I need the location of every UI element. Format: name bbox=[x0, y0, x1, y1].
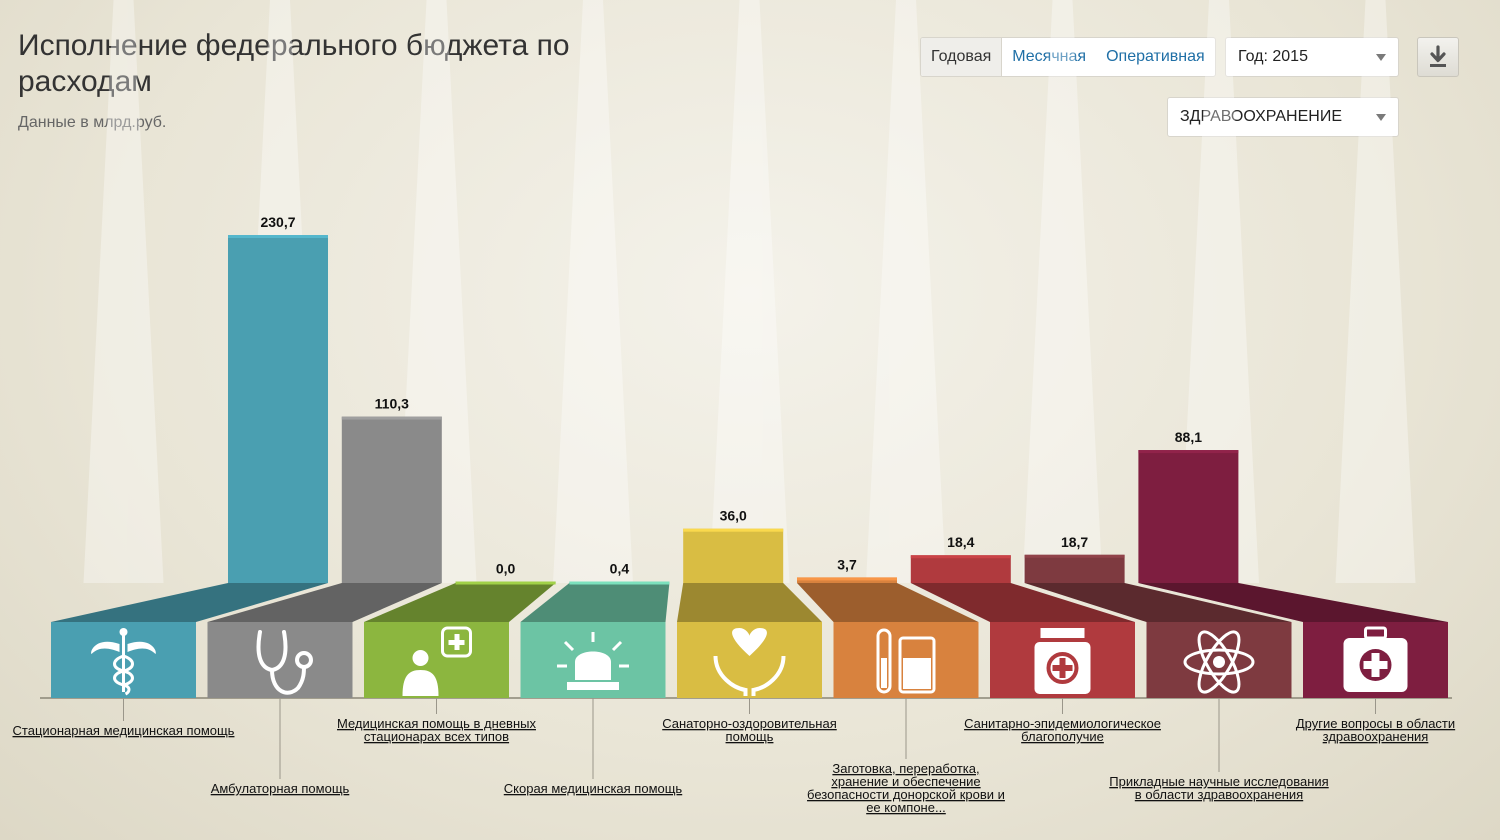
bar-highlight bbox=[683, 528, 784, 532]
bar-highlight bbox=[228, 235, 328, 238]
chevron-down-icon bbox=[1376, 114, 1386, 121]
category-label[interactable]: Другие вопросы в области здравоохранения bbox=[1296, 716, 1455, 744]
category-label[interactable]: Амбулаторная помощь bbox=[211, 781, 350, 796]
bar-highlight bbox=[455, 581, 556, 585]
value-label: 3,7 bbox=[837, 556, 857, 572]
value-label: 110,3 bbox=[375, 396, 409, 412]
category-label[interactable]: Медицинская помощь в дневных стационарах … bbox=[337, 716, 536, 744]
value-label: 88,1 bbox=[1175, 429, 1202, 445]
section-select[interactable]: ЗДРАВООХРАНЕНИЕ bbox=[1167, 97, 1399, 137]
year-select[interactable]: Год: 2015 bbox=[1225, 37, 1399, 77]
bar-connector bbox=[1138, 583, 1448, 622]
value-label: 0,4 bbox=[610, 561, 630, 577]
bar-connector bbox=[51, 583, 328, 622]
download-button[interactable] bbox=[1417, 37, 1459, 77]
bar-highlight bbox=[797, 577, 897, 581]
bar[interactable] bbox=[1024, 554, 1125, 583]
stethoscope-icon bbox=[256, 630, 313, 695]
download-icon bbox=[1430, 45, 1446, 67]
category-label[interactable]: Санаторно-оздоровительная помощь bbox=[662, 716, 837, 744]
atom-icon bbox=[1183, 630, 1255, 694]
category-label[interactable]: Стационарная медицинская помощь bbox=[13, 723, 235, 738]
bar[interactable] bbox=[1138, 450, 1239, 583]
light-ray bbox=[1335, 0, 1416, 583]
light-ray bbox=[1179, 0, 1259, 583]
test-tube-icon bbox=[876, 628, 936, 694]
category-label[interactable]: Заготовка, переработка, хранение и обеспе… bbox=[807, 761, 1005, 815]
heart-hands-icon bbox=[713, 628, 786, 696]
bar-connector bbox=[797, 583, 979, 622]
category-label[interactable]: Санитарно-эпидемиологическое благополучие bbox=[964, 716, 1161, 744]
first-aid-kit-icon bbox=[1343, 626, 1408, 692]
bar[interactable] bbox=[228, 235, 328, 583]
category-label[interactable]: Скорая медицинская помощь bbox=[504, 781, 683, 796]
bar[interactable] bbox=[683, 528, 784, 583]
bar-highlight bbox=[910, 555, 1011, 559]
light-ray bbox=[1022, 0, 1103, 583]
category-label[interactable]: Прикладные научные исследования в области… bbox=[1109, 774, 1328, 802]
light-ray bbox=[709, 0, 790, 583]
bar-connector bbox=[677, 583, 822, 622]
value-label: 18,7 bbox=[1061, 534, 1088, 550]
category-tile[interactable] bbox=[207, 622, 353, 698]
tab-monthly[interactable]: Месячная bbox=[1012, 48, 1087, 65]
bar[interactable] bbox=[910, 555, 1011, 583]
light-ray bbox=[553, 0, 633, 583]
period-tabs: Годовая Месячная Оперативная bbox=[920, 37, 1216, 77]
tab-annual[interactable]: Годовая bbox=[921, 38, 1003, 76]
bar-connector bbox=[364, 583, 556, 622]
siren-icon bbox=[557, 632, 629, 690]
value-label: 36,0 bbox=[720, 508, 747, 524]
medicine-jar-icon bbox=[1034, 628, 1091, 694]
value-label: 0,0 bbox=[496, 561, 516, 577]
chevron-down-icon bbox=[1376, 54, 1386, 61]
value-label: 230,7 bbox=[260, 214, 295, 230]
year-select-value: Год: 2015 bbox=[1238, 48, 1308, 65]
bar-highlight bbox=[569, 581, 670, 585]
section-select-value: ЗДРАВООХРАНЕНИЕ bbox=[1180, 108, 1342, 125]
bar-connector bbox=[1024, 583, 1292, 622]
light-ray bbox=[83, 0, 164, 583]
bar-highlight bbox=[1138, 450, 1239, 454]
bar-connector bbox=[520, 583, 670, 622]
page-title: Исполнение федерального бюджета по расхо… bbox=[18, 29, 570, 98]
caduceus-icon bbox=[91, 628, 156, 696]
bar-highlight bbox=[341, 416, 442, 420]
light-ray bbox=[866, 0, 946, 583]
tab-operative[interactable]: Оперативная bbox=[1106, 48, 1205, 65]
category-tile[interactable] bbox=[677, 622, 822, 698]
value-label: 18,4 bbox=[947, 534, 974, 550]
bar-highlight bbox=[1024, 554, 1125, 558]
doctor-icon bbox=[402, 626, 472, 696]
bar[interactable] bbox=[341, 416, 442, 583]
page-subtitle: Данные в млрд.руб. bbox=[18, 114, 167, 131]
bar-connector bbox=[207, 583, 442, 622]
bar-connector bbox=[910, 583, 1135, 622]
